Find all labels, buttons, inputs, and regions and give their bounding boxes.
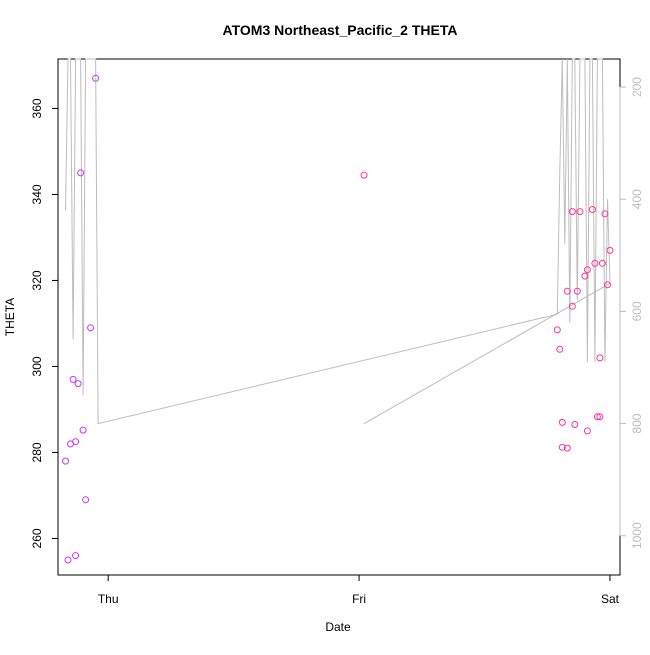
data-point	[74, 380, 82, 388]
secondary-line-group	[65, 58, 611, 425]
data-point	[596, 354, 604, 362]
data-point	[563, 287, 571, 295]
data-point	[568, 208, 576, 216]
data-point	[556, 345, 564, 353]
data-point	[72, 438, 80, 446]
data-point	[583, 266, 591, 274]
plot-frame	[57, 58, 621, 576]
data-point	[79, 426, 87, 434]
data-point	[92, 74, 100, 82]
data-point	[87, 324, 95, 332]
data-point	[581, 272, 589, 280]
x-tick-label: Fri	[352, 592, 366, 606]
y2-tick-label: 600	[630, 301, 644, 321]
y-tick-label: 340	[30, 184, 44, 204]
y-axis-group: 260 280 300 320 340 360	[30, 98, 59, 548]
y-tick-label: 280	[30, 442, 44, 462]
data-point	[588, 206, 596, 213]
x-tick-label: Sat	[601, 592, 620, 606]
data-point	[64, 556, 72, 564]
x-tick-label: Thu	[98, 592, 119, 606]
data-point	[360, 171, 368, 179]
y-axis-label: THETA	[3, 298, 17, 336]
x-axis-label: Date	[325, 620, 351, 634]
y-tick-label: 300	[30, 356, 44, 376]
data-point	[69, 375, 77, 383]
data-point	[568, 302, 576, 310]
data-point	[573, 287, 581, 295]
data-point	[563, 444, 571, 452]
data-point	[596, 413, 604, 421]
data-point	[576, 208, 584, 216]
data-point	[558, 418, 566, 426]
y2-axis-group: 200 400 600 800 1000	[619, 77, 644, 549]
y2-tick-label: 1000	[630, 522, 644, 549]
y2-tick-label: 800	[630, 413, 644, 433]
x-axis-group: Thu Fri Sat	[98, 574, 620, 606]
y-tick-label: 360	[30, 98, 44, 118]
data-point	[583, 427, 591, 435]
y-tick-label: 320	[30, 270, 44, 290]
data-point	[591, 259, 599, 267]
data-point	[553, 326, 561, 334]
data-point	[604, 281, 611, 289]
data-point	[77, 169, 85, 177]
points-group	[62, 74, 614, 564]
y2-tick-label: 400	[630, 189, 644, 209]
plot-frame-group	[57, 58, 621, 576]
data-point	[82, 496, 90, 504]
data-point	[606, 246, 614, 254]
data-point	[72, 552, 80, 560]
chart-title: ATOM3 Northeast_Pacific_2 THETA	[223, 22, 458, 38]
data-point	[571, 421, 579, 428]
y2-tick-label: 200	[630, 77, 644, 97]
secondary-series-line	[65, 58, 611, 425]
data-point	[598, 259, 606, 267]
data-point	[593, 413, 601, 421]
y-tick-label: 260	[30, 528, 44, 548]
data-point	[558, 443, 566, 451]
data-point	[62, 457, 69, 465]
data-point	[601, 210, 609, 218]
